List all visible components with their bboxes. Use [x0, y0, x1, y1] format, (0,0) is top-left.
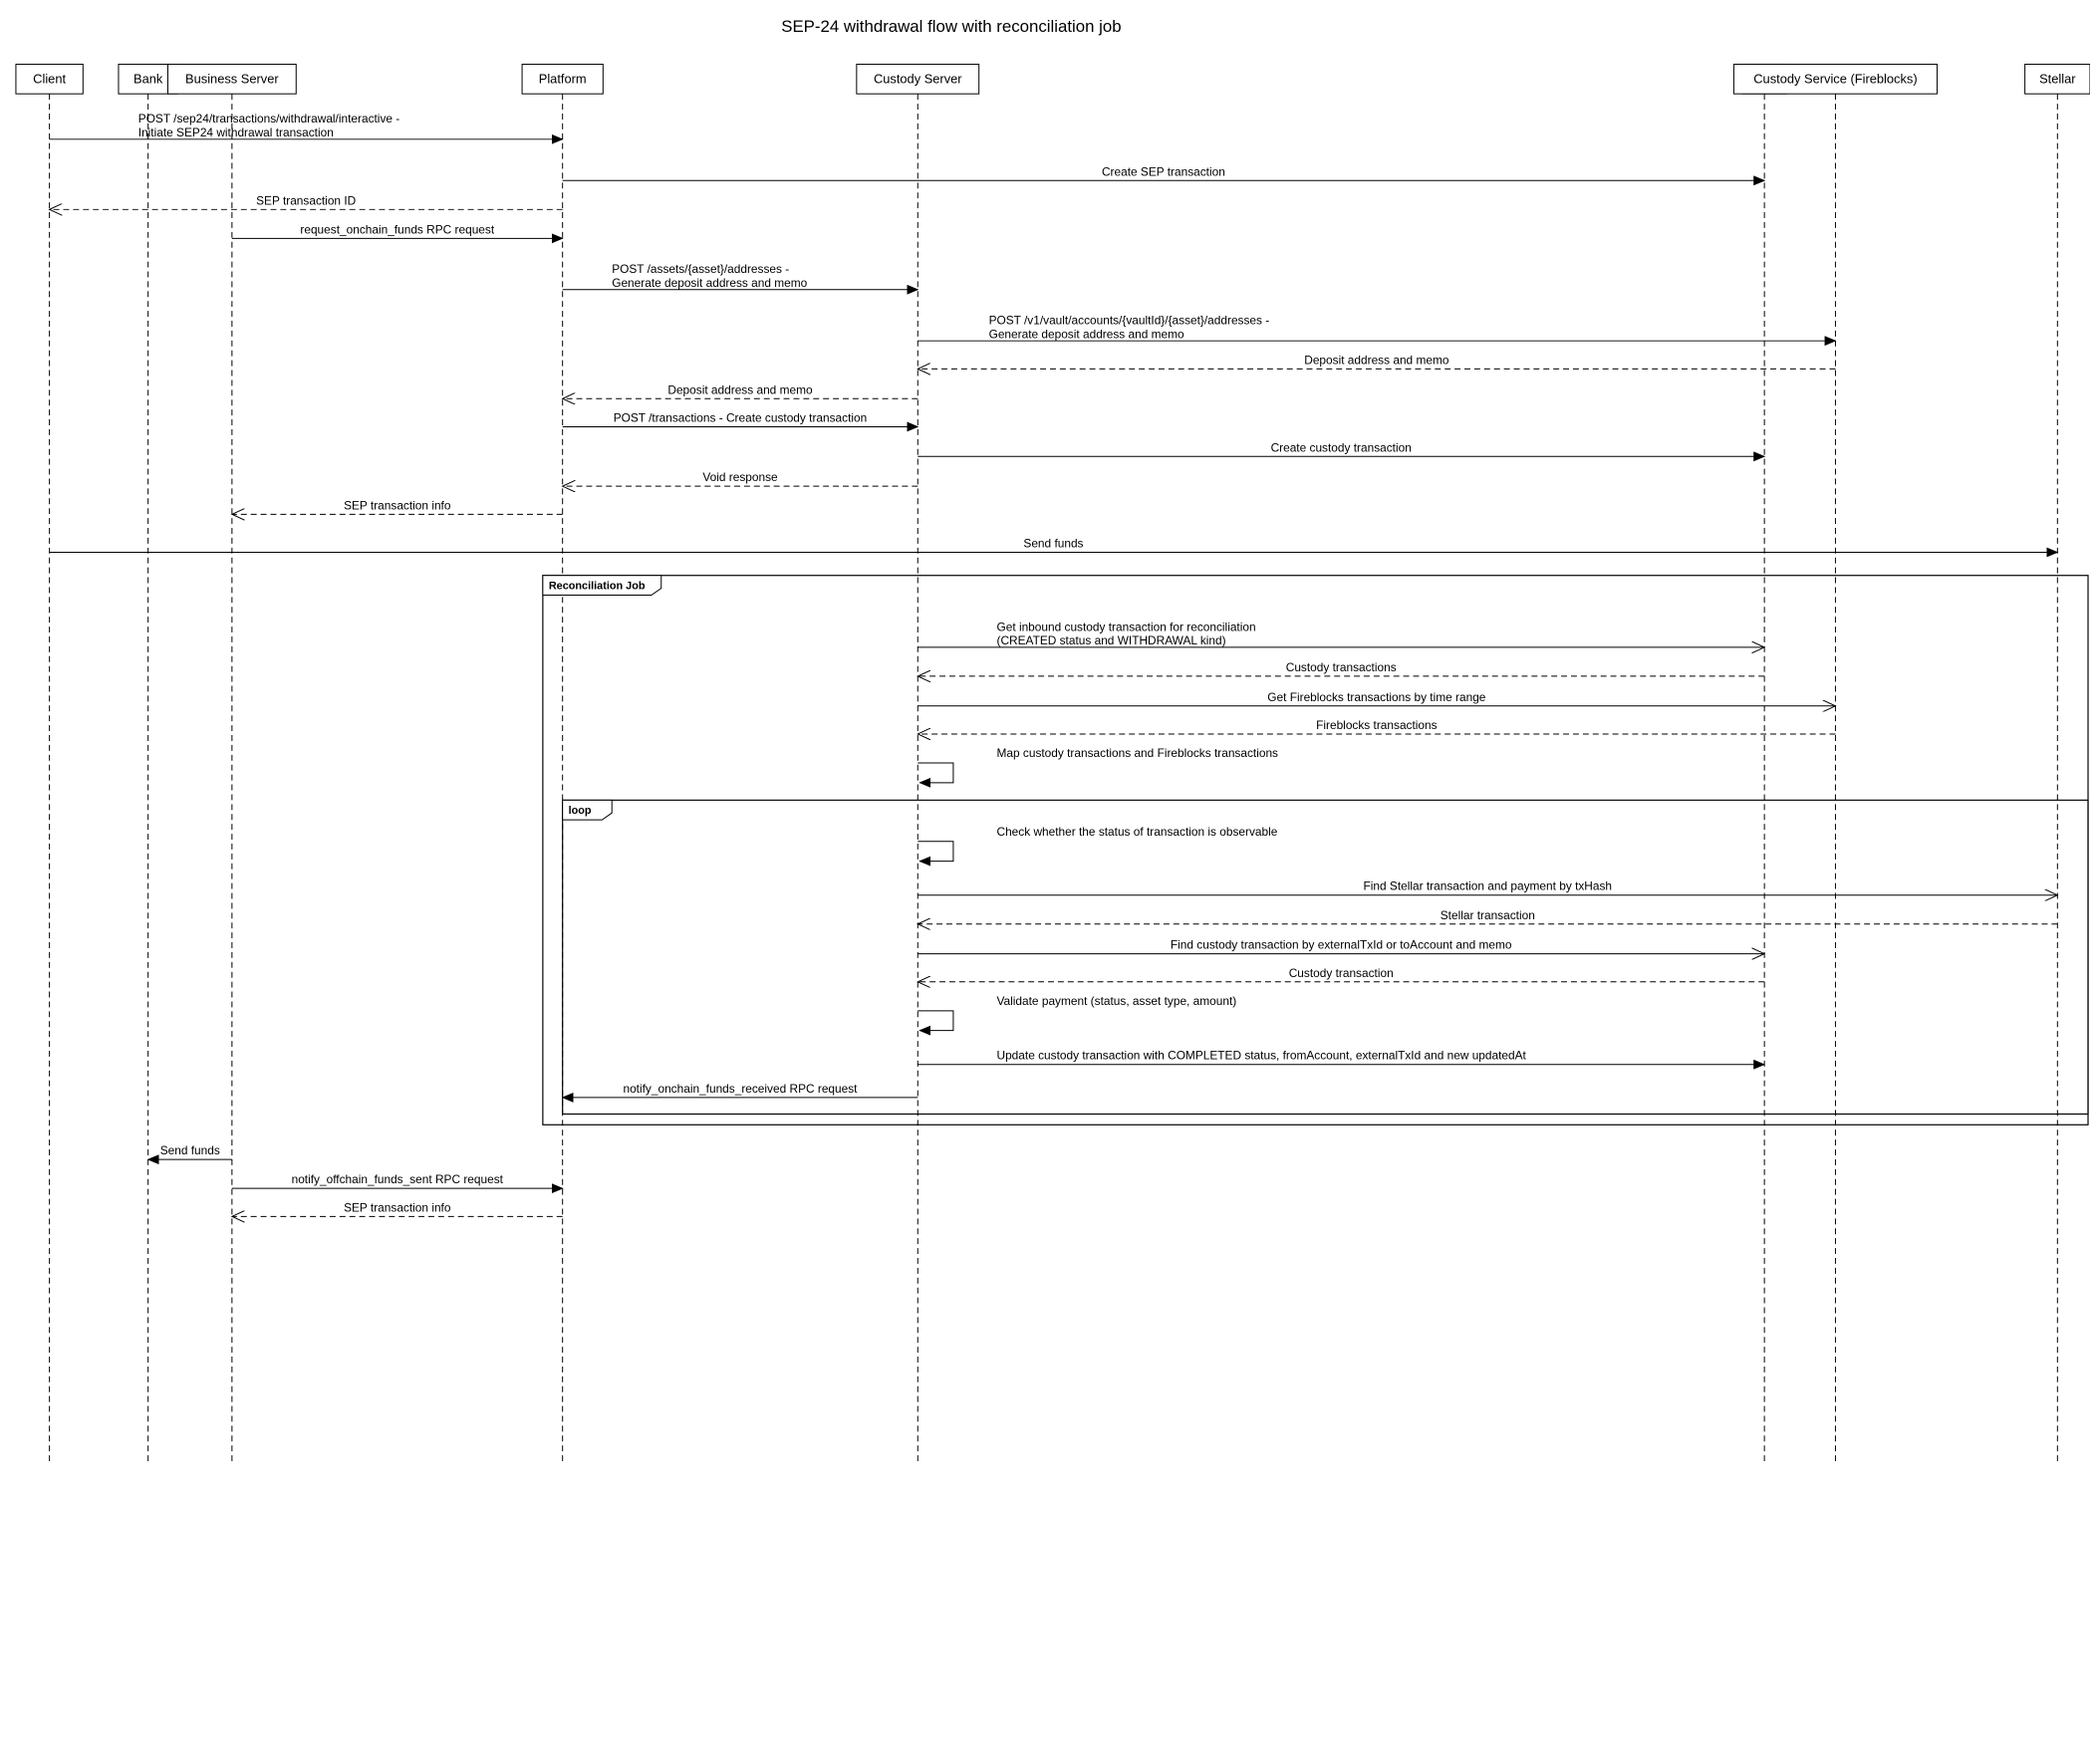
message-13: Get inbound custody transaction for reco…	[918, 620, 1764, 647]
svg-text:Custody transaction: Custody transaction	[1289, 966, 1394, 980]
svg-text:Reconciliation Job: Reconciliation Job	[549, 581, 646, 593]
message-8: POST /transactions - Create custody tran…	[563, 410, 919, 426]
message-4: POST /assets/{asset}/addresses -Generate…	[563, 262, 919, 290]
svg-text:Void response: Void response	[702, 470, 778, 484]
message-21: Find custody transaction by externalTxId…	[918, 938, 1764, 954]
svg-text:Client: Client	[33, 72, 66, 87]
svg-text:Deposit address and memo: Deposit address and memo	[1304, 353, 1449, 367]
message-10: Void response	[563, 470, 919, 486]
svg-text:Check whether the status of tr: Check whether the status of transaction …	[997, 825, 1278, 839]
svg-text:Bank: Bank	[133, 72, 163, 87]
message-9: Create custody transaction	[918, 440, 1764, 456]
message-11: SEP transaction info	[232, 498, 563, 514]
message-12: Send funds	[50, 537, 2058, 553]
message-3: request_onchain_funds RPC request	[232, 222, 563, 238]
fragment-reconciliation-job: Reconciliation Job	[543, 576, 2088, 1125]
message-1: Create SEP transaction	[563, 164, 1764, 180]
svg-text:Create SEP transaction: Create SEP transaction	[1102, 164, 1225, 178]
svg-text:POST /transactions - Create cu: POST /transactions - Create custody tran…	[614, 410, 868, 424]
actor-fireblocks: Custody Service (Fireblocks)	[1733, 64, 1937, 94]
message-17: Map custody transactions and Fireblocks …	[918, 746, 1278, 783]
svg-text:POST /sep24/transactions/withd: POST /sep24/transactions/withdrawal/inte…	[138, 112, 400, 125]
svg-text:Update custody transaction wit: Update custody transaction with COMPLETE…	[997, 1049, 1527, 1063]
message-6: Deposit address and memo	[918, 353, 1835, 369]
message-28: SEP transaction info	[232, 1200, 563, 1216]
svg-text:Deposit address and memo: Deposit address and memo	[667, 382, 813, 396]
svg-text:POST /v1/vault/accounts/{vault: POST /v1/vault/accounts/{vaultId}/{asset…	[989, 314, 1270, 328]
message-14: Custody transactions	[918, 660, 1764, 676]
message-5: POST /v1/vault/accounts/{vaultId}/{asset…	[918, 314, 1835, 342]
svg-text:Get inbound custody transactio: Get inbound custody transaction for reco…	[997, 620, 1256, 633]
svg-text:Create custody transaction: Create custody transaction	[1271, 440, 1412, 454]
svg-text:SEP transaction info: SEP transaction info	[344, 1200, 451, 1214]
svg-text:Fireblocks transactions: Fireblocks transactions	[1316, 718, 1437, 732]
actor-client: Client	[16, 64, 83, 94]
svg-text:(CREATED status and WITHDRAWAL: (CREATED status and WITHDRAWAL kind)	[997, 633, 1226, 647]
svg-text:notify_offchain_funds_sent RPC: notify_offchain_funds_sent RPC request	[292, 1172, 504, 1186]
svg-text:Business Server: Business Server	[185, 72, 279, 87]
message-7: Deposit address and memo	[563, 382, 919, 398]
svg-text:Custody transactions: Custody transactions	[1286, 660, 1397, 674]
svg-text:Validate payment (status, asse: Validate payment (status, asset type, am…	[997, 994, 1237, 1008]
actor-business: Business Server	[167, 64, 296, 94]
svg-text:Custody Server: Custody Server	[874, 72, 962, 87]
svg-text:Custody Service (Fireblocks): Custody Service (Fireblocks)	[1753, 72, 1917, 87]
svg-text:Send funds: Send funds	[160, 1143, 220, 1157]
svg-text:Generate deposit address and m: Generate deposit address and memo	[612, 276, 807, 290]
actor-custody: Custody Server	[857, 64, 979, 94]
svg-text:Map custody transactions and F: Map custody transactions and Fireblocks …	[997, 746, 1279, 760]
svg-text:Stellar transaction: Stellar transaction	[1441, 908, 1535, 922]
svg-text:Get Fireblocks transactions by: Get Fireblocks transactions by time rang…	[1267, 690, 1486, 704]
svg-text:Platform: Platform	[539, 72, 587, 87]
svg-text:Find Stellar transaction and p: Find Stellar transaction and payment by …	[1364, 879, 1613, 893]
message-15: Get Fireblocks transactions by time rang…	[918, 690, 1835, 706]
message-0: POST /sep24/transactions/withdrawal/inte…	[50, 112, 563, 139]
svg-text:loop: loop	[569, 805, 592, 817]
actor-platform: Platform	[522, 64, 603, 94]
message-20: Stellar transaction	[918, 908, 2057, 924]
sequence-diagram: SEP-24 withdrawal flow with reconciliati…	[10, 10, 2090, 1470]
message-16: Fireblocks transactions	[918, 718, 1835, 734]
message-23: Validate payment (status, asset type, am…	[918, 994, 1236, 1031]
message-24: Update custody transaction with COMPLETE…	[918, 1049, 1764, 1065]
svg-text:POST /assets/{asset}/addresses: POST /assets/{asset}/addresses -	[612, 262, 789, 276]
svg-text:Initiate SEP24 withdrawal tran: Initiate SEP24 withdrawal transaction	[138, 125, 334, 139]
svg-text:Find custody transaction by ex: Find custody transaction by externalTxId…	[1171, 938, 1512, 952]
message-18: Check whether the status of transaction …	[918, 825, 1277, 862]
svg-text:Stellar: Stellar	[2039, 72, 2076, 87]
message-19: Find Stellar transaction and payment by …	[918, 879, 2057, 895]
message-26: Send funds	[148, 1143, 232, 1159]
svg-text:SEP transaction info: SEP transaction info	[344, 498, 451, 512]
diagram-title: SEP-24 withdrawal flow with reconciliati…	[781, 17, 1121, 36]
svg-text:request_onchain_funds RPC requ: request_onchain_funds RPC request	[300, 222, 494, 236]
message-25: notify_onchain_funds_received RPC reques…	[563, 1082, 919, 1098]
svg-text:Send funds: Send funds	[1023, 537, 1083, 551]
fragment-loop: loop	[563, 800, 2088, 1114]
message-22: Custody transaction	[918, 966, 1764, 982]
actor-stellar: Stellar	[2025, 64, 2090, 94]
svg-text:notify_onchain_funds_received: notify_onchain_funds_received RPC reques…	[623, 1082, 858, 1096]
message-2: SEP transaction ID	[50, 193, 563, 209]
svg-text:Generate deposit address and m: Generate deposit address and memo	[989, 327, 1184, 341]
message-27: notify_offchain_funds_sent RPC request	[232, 1172, 563, 1188]
svg-text:SEP transaction ID: SEP transaction ID	[256, 193, 356, 207]
